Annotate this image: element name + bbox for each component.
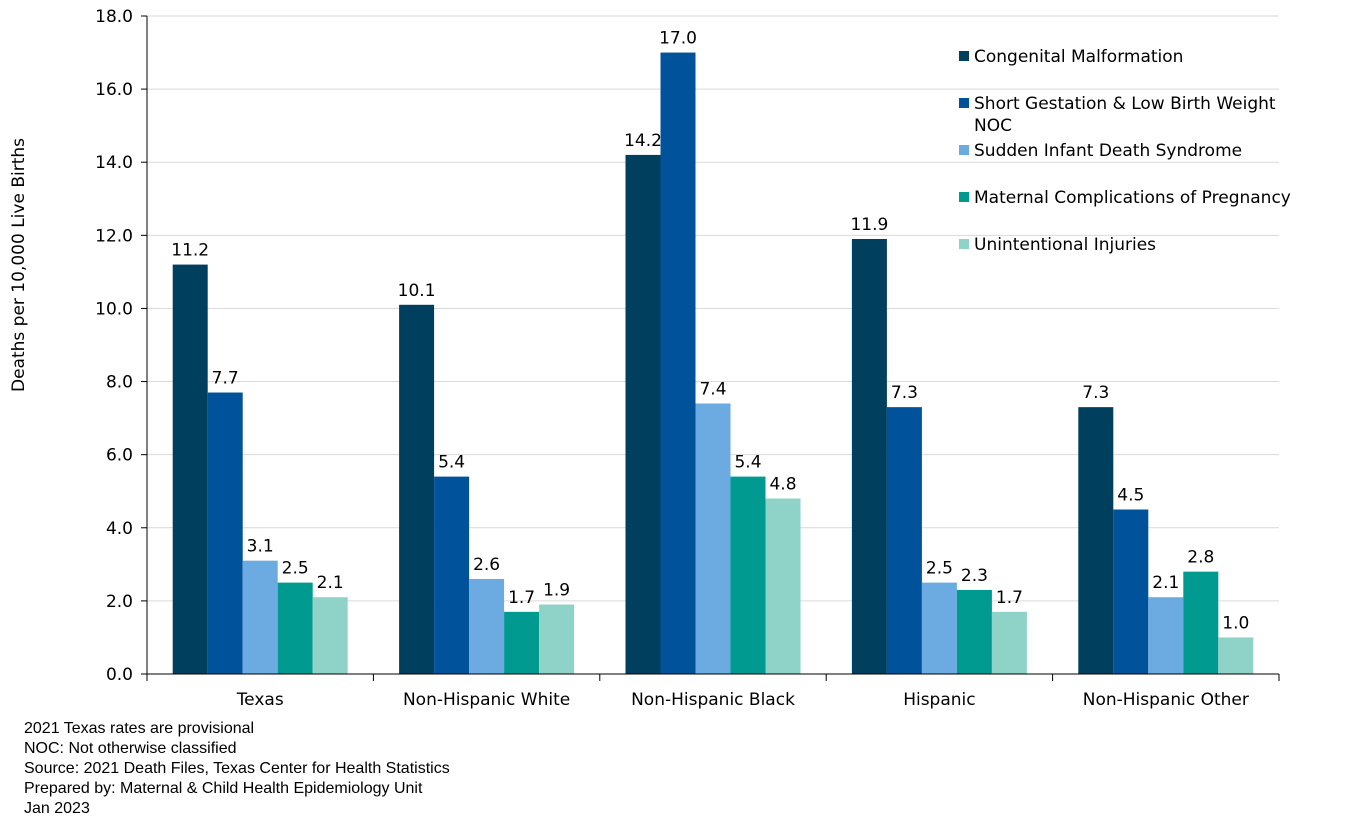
- footnote-date: Jan 2023: [24, 800, 90, 817]
- legend-swatch: [959, 192, 969, 202]
- bar: [539, 604, 575, 674]
- x-tick-label: Non-Hispanic White: [403, 690, 570, 710]
- legend: Congenital Malformation Short Gestation &…: [959, 47, 1291, 255]
- y-tick-label: 16.0: [95, 80, 133, 100]
- data-label: 2.5: [926, 559, 953, 579]
- y-tick-label: 10.0: [95, 299, 133, 319]
- data-label: 4.8: [769, 475, 796, 495]
- bar: [660, 52, 696, 675]
- bar: [434, 476, 470, 674]
- x-tick-label: Non-Hispanic Black: [631, 690, 795, 710]
- legend-swatch: [959, 98, 969, 108]
- y-tick-label: 12.0: [95, 226, 133, 246]
- y-tick-label: 2.0: [106, 592, 133, 612]
- x-tick-label: Non-Hispanic Other: [1083, 690, 1249, 710]
- bar: [504, 611, 540, 674]
- bar: [851, 238, 887, 674]
- data-label: 1.0: [1222, 613, 1249, 633]
- data-label: 2.1: [1152, 573, 1179, 593]
- data-label: 1.9: [543, 581, 570, 601]
- bar: [1148, 597, 1184, 674]
- legend-label: Maternal Complications of Pregnancy: [974, 188, 1291, 208]
- legend-swatch: [959, 51, 969, 61]
- data-label: 1.7: [996, 588, 1023, 608]
- bar: [399, 304, 435, 674]
- data-label: 7.3: [1082, 383, 1109, 403]
- bar-chart: 11.2 7.7 3.1 2.5 2.1 10.1 5.4 2.6 1.7 1.9 14.2 17.0…: [9, 7, 1291, 710]
- bar: [991, 611, 1027, 674]
- x-tick-labels: Texas Non-Hispanic White Non-Hispanic Blac…: [236, 690, 1249, 710]
- data-label: 7.3: [891, 383, 918, 403]
- x-tick-label: Texas: [236, 690, 284, 710]
- gridlines: [147, 15, 1279, 602]
- footnote-noc: NOC: Not otherwise classified: [24, 740, 237, 757]
- data-label: 10.1: [398, 281, 436, 301]
- footnotes: 2021 Texas rates are provisional NOC: No…: [24, 719, 450, 819]
- legend-label: Short Gestation & Low Birth Weight NOC: [974, 94, 1276, 136]
- bar: [921, 582, 957, 674]
- legend-swatch: [959, 239, 969, 249]
- footnote-source: Source: 2021 Death Files, Texas Center f…: [24, 760, 450, 777]
- data-label: 4.5: [1117, 486, 1144, 506]
- y-tick-label: 8.0: [106, 373, 133, 393]
- bar: [956, 589, 992, 674]
- bar: [695, 403, 731, 674]
- bar: [886, 407, 922, 674]
- data-label: 5.4: [438, 453, 465, 473]
- bar: [172, 264, 208, 674]
- legend-label: Unintentional Injuries: [974, 235, 1156, 255]
- data-label: 2.3: [961, 566, 988, 586]
- data-label: 11.9: [850, 215, 888, 235]
- data-label: 2.6: [473, 555, 500, 575]
- footnote-prepared-by: Prepared by: Maternal & Child Health Epi…: [24, 780, 423, 797]
- legend-swatch: [959, 145, 969, 155]
- data-label: 14.2: [624, 131, 662, 151]
- bar: [207, 392, 243, 674]
- bar: [242, 560, 278, 674]
- axes: [141, 15, 1280, 681]
- data-labels: 11.2 7.7 3.1 2.5 2.1 10.1 5.4 2.6 1.7 1.9 14.2 17.0…: [171, 29, 1249, 634]
- data-label: 1.7: [508, 588, 535, 608]
- y-tick-label: 0.0: [106, 665, 133, 685]
- x-tick-label: Hispanic: [903, 690, 975, 710]
- legend-label: Congenital Malformation: [974, 47, 1183, 67]
- data-label: 2.5: [282, 559, 309, 579]
- data-label: 2.1: [317, 573, 344, 593]
- y-tick-label: 6.0: [106, 446, 133, 466]
- bar: [469, 578, 505, 674]
- data-label: 7.4: [699, 379, 726, 399]
- legend-label: Sudden Infant Death Syndrome: [974, 141, 1242, 161]
- bar: [625, 154, 661, 674]
- bars: [172, 52, 1254, 675]
- bar: [312, 597, 348, 674]
- bar: [730, 476, 766, 674]
- data-label: 17.0: [659, 29, 697, 49]
- bar: [765, 498, 801, 674]
- y-tick-labels: 0.0 2.0 4.0 6.0 8.0 10.0 12.0 14.0 16.0 18.0: [95, 7, 133, 685]
- bar: [1218, 637, 1254, 674]
- footnote-provisional: 2021 Texas rates are provisional: [24, 720, 255, 737]
- data-label: 3.1: [247, 537, 274, 557]
- bar: [1078, 407, 1114, 674]
- bar: [277, 582, 313, 674]
- data-label: 11.2: [171, 241, 209, 261]
- data-label: 7.7: [212, 369, 239, 389]
- data-label: 2.8: [1187, 548, 1214, 568]
- bar: [1113, 509, 1149, 674]
- y-tick-label: 18.0: [95, 7, 133, 27]
- data-label: 5.4: [734, 453, 761, 473]
- bar: [1183, 571, 1219, 674]
- y-tick-label: 14.0: [95, 153, 133, 173]
- y-axis-label: Deaths per 10,000 Live Births: [9, 138, 29, 392]
- y-tick-label: 4.0: [106, 519, 133, 539]
